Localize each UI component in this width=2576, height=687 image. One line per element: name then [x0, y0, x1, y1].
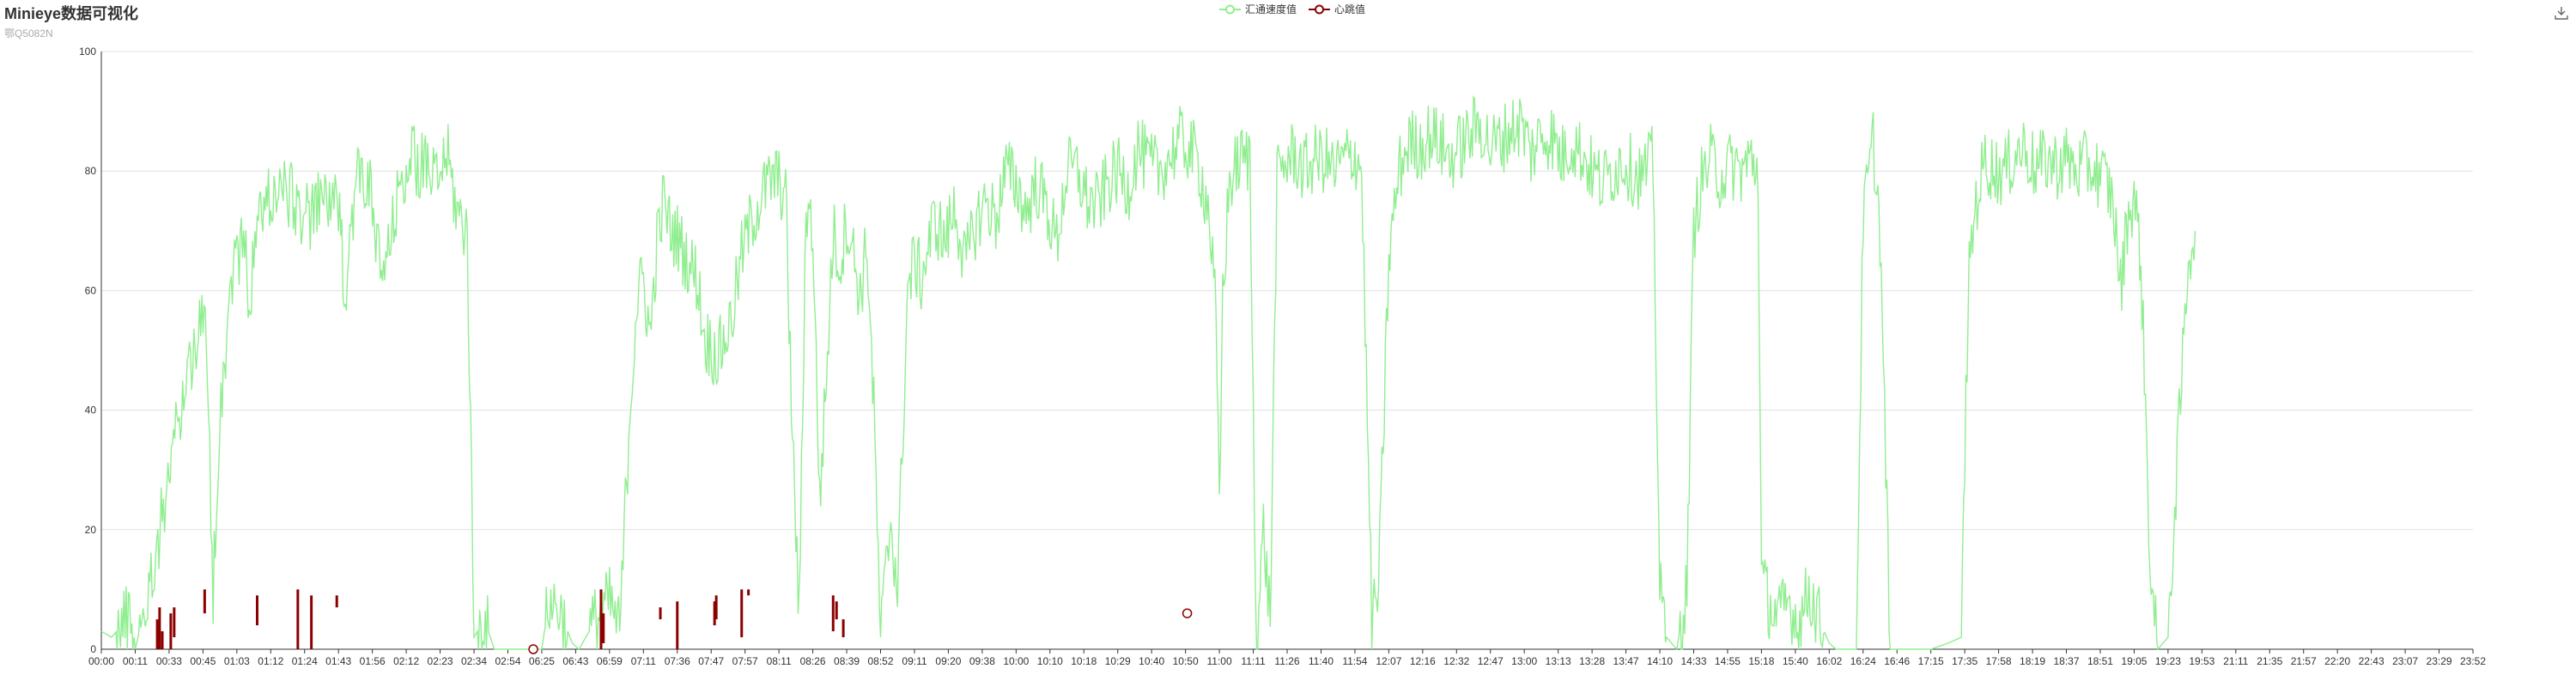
- x-tick-label: 07:47: [698, 655, 724, 667]
- x-tick-label: 00:00: [88, 655, 114, 667]
- x-tick-label: 11:00: [1207, 655, 1232, 667]
- legend-speed-label: 汇通速度值: [1245, 3, 1297, 15]
- x-tick-label: 18:51: [2087, 655, 2113, 667]
- x-tick-label: 11:26: [1274, 655, 1299, 667]
- x-tick-label: 10:10: [1037, 655, 1063, 667]
- speed-series-line: [100, 94, 2196, 651]
- x-tick-label: 22:43: [2359, 655, 2385, 667]
- heartbeat-point: [528, 644, 538, 654]
- x-tick-label: 15:18: [1748, 655, 1774, 667]
- x-tick-label: 06:43: [562, 655, 588, 667]
- y-tick-label: 100: [79, 46, 96, 58]
- x-tick-label: 10:40: [1139, 655, 1164, 667]
- x-tick-label: 16:02: [1816, 655, 1842, 667]
- x-tick-label: 02:54: [495, 655, 520, 667]
- legend-speed-marker-icon: [1219, 4, 1241, 14]
- x-tick-label: 01:43: [325, 655, 351, 667]
- legend-heartbeat-marker-icon: [1309, 4, 1331, 14]
- legend-item-speed[interactable]: 汇通速度值: [1219, 2, 1297, 16]
- x-tick-label: 23:07: [2392, 655, 2418, 667]
- y-tick-label: 40: [85, 404, 97, 416]
- x-tick-label: 21:11: [2223, 655, 2248, 667]
- x-tick-label: 02:12: [393, 655, 419, 667]
- x-tick-label: 21:35: [2257, 655, 2282, 667]
- legend-item-heartbeat[interactable]: 心跳值: [1309, 2, 1365, 16]
- x-tick-label: 13:00: [1511, 655, 1537, 667]
- legend-heartbeat-label: 心跳值: [1334, 3, 1366, 15]
- x-tick-label: 09:38: [969, 655, 995, 667]
- x-tick-label: 11:11: [1241, 655, 1266, 667]
- x-tick-label: 07:36: [665, 655, 690, 667]
- x-tick-label: 12:16: [1410, 655, 1436, 667]
- x-tick-label: 23:52: [2460, 655, 2486, 667]
- x-tick-label: 12:47: [1478, 655, 1504, 667]
- x-tick-label: 14:33: [1680, 655, 1706, 667]
- chart-title: Minieye数据可视化: [4, 5, 139, 22]
- x-tick-label: 01:03: [224, 655, 250, 667]
- y-tick-label: 80: [85, 165, 97, 177]
- x-tick-label: 11:54: [1342, 655, 1367, 667]
- x-tick-label: 10:29: [1105, 655, 1131, 667]
- x-tick-label: 01:24: [292, 655, 318, 667]
- x-tick-label: 09:11: [902, 655, 927, 667]
- x-tick-label: 00:33: [156, 655, 182, 667]
- x-tick-label: 21:57: [2291, 655, 2317, 667]
- x-tick-label: 23:29: [2427, 655, 2452, 667]
- y-tick-label: 0: [90, 643, 96, 655]
- x-tick-label: 19:05: [2121, 655, 2147, 667]
- chart-subtitle: 鄂Q5082N: [4, 27, 53, 40]
- x-tick-label: 08:26: [800, 655, 826, 667]
- x-tick-label: 18:37: [2053, 655, 2079, 667]
- x-tick-label: 18:19: [2020, 655, 2045, 667]
- x-tick-label: 19:23: [2155, 655, 2181, 667]
- x-tick-label: 14:10: [1647, 655, 1673, 667]
- x-tick-label: 15:40: [1783, 655, 1808, 667]
- x-tick-label: 12:07: [1376, 655, 1401, 667]
- x-tick-label: 08:52: [867, 655, 893, 667]
- x-tick-label: 02:34: [461, 655, 487, 667]
- heartbeat-point: [1182, 608, 1193, 618]
- chart-legend: 汇通速度值 心跳值: [1219, 2, 1365, 16]
- x-tick-label: 22:20: [2324, 655, 2350, 667]
- x-tick-label: 00:45: [190, 655, 216, 667]
- x-tick-label: 17:35: [1952, 655, 1978, 667]
- x-tick-label: 16:24: [1850, 655, 1876, 667]
- x-tick-label: 17:15: [1918, 655, 1944, 667]
- x-tick-label: 10:00: [1003, 655, 1029, 667]
- y-tick-label: 20: [85, 524, 97, 536]
- x-tick-label: 02:23: [428, 655, 453, 667]
- x-tick-label: 12:32: [1443, 655, 1469, 667]
- x-tick-label: 07:57: [732, 655, 758, 667]
- x-tick-label: 07:11: [631, 655, 656, 667]
- x-tick-label: 08:39: [834, 655, 860, 667]
- x-tick-label: 10:18: [1071, 655, 1097, 667]
- x-tick-label: 09:20: [935, 655, 961, 667]
- x-tick-label: 17:58: [1986, 655, 2012, 667]
- y-tick-label: 60: [85, 284, 97, 296]
- x-tick-label: 08:11: [767, 655, 792, 667]
- x-tick-label: 01:12: [258, 655, 283, 667]
- download-icon[interactable]: [2554, 5, 2569, 21]
- x-tick-label: 13:13: [1546, 655, 1571, 667]
- x-tick-label: 06:59: [597, 655, 623, 667]
- x-tick-label: 11:40: [1309, 655, 1334, 667]
- x-tick-label: 10:50: [1173, 655, 1199, 667]
- x-tick-label: 00:11: [123, 655, 148, 667]
- x-tick-label: 16:46: [1884, 655, 1910, 667]
- x-tick-label: 01:56: [360, 655, 386, 667]
- x-tick-label: 14:55: [1715, 655, 1741, 667]
- x-tick-label: 06:25: [529, 655, 555, 667]
- x-tick-label: 19:53: [2189, 655, 2215, 667]
- x-tick-label: 13:47: [1613, 655, 1639, 667]
- x-tick-label: 13:28: [1579, 655, 1605, 667]
